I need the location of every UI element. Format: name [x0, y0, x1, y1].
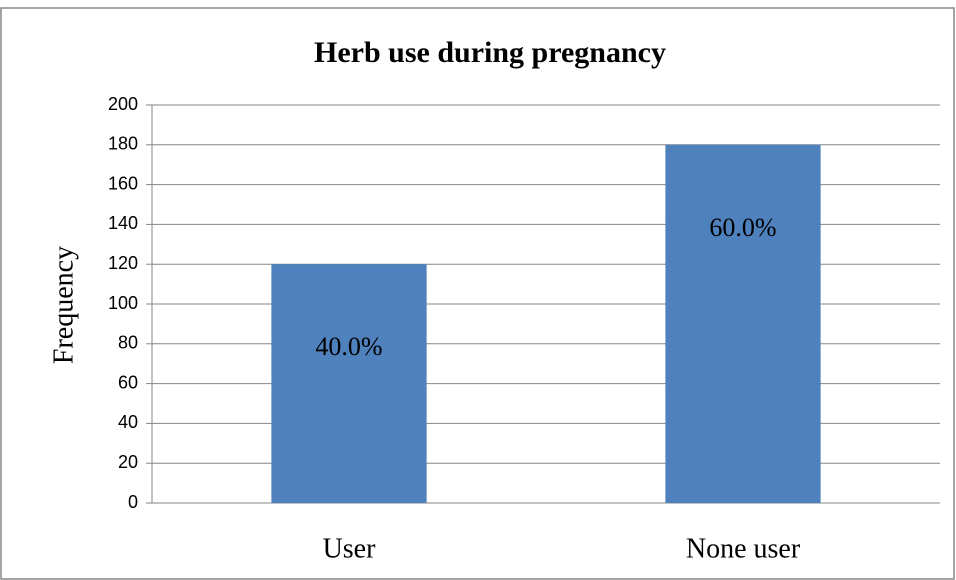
y-tick-label: 60 — [118, 372, 138, 392]
y-tick-label: 120 — [108, 253, 138, 273]
y-tick-label: 0 — [128, 492, 138, 512]
y-tick-label: 160 — [108, 173, 138, 193]
bar — [665, 144, 821, 504]
y-tick-label: 20 — [118, 452, 138, 472]
bar — [271, 264, 427, 503]
data-label: 40.0% — [315, 332, 382, 361]
y-tick-label: 140 — [108, 213, 138, 233]
data-label: 60.0% — [709, 213, 776, 242]
y-tick-label: 40 — [118, 412, 138, 432]
y-axis-label: Frequency — [48, 246, 79, 364]
chart-title: Herb use during pregnancy — [314, 36, 666, 69]
x-tick-label: User — [323, 533, 377, 564]
x-tick-label: None user — [686, 533, 801, 564]
y-tick-label: 200 — [108, 94, 138, 114]
y-tick-label: 180 — [108, 134, 138, 154]
y-tick-label: 80 — [118, 333, 138, 353]
y-tick-label: 100 — [108, 293, 138, 313]
